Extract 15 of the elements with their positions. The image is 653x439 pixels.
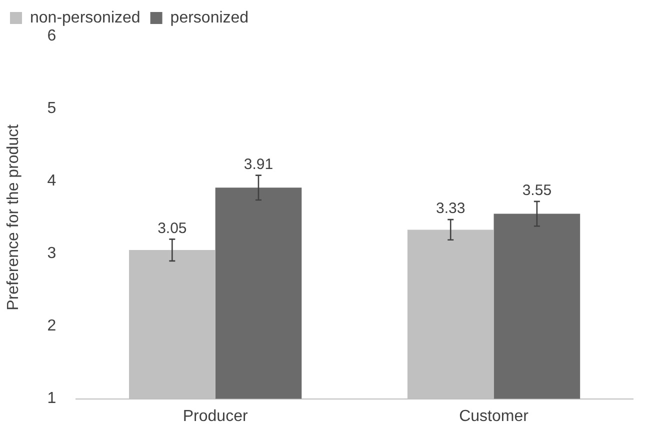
y-tick-label: 5	[47, 100, 56, 117]
y-tick-label: 1	[47, 390, 56, 408]
y-tick-label: 4	[47, 172, 56, 190]
data-label: 3.91	[244, 156, 274, 173]
legend-label: personized	[170, 9, 249, 26]
data-label: 3.55	[522, 182, 552, 200]
legend-label: non-personized	[30, 9, 140, 26]
data-label: 3.05	[158, 220, 187, 237]
y-tick-label: 2	[47, 318, 56, 335]
x-tick-label: Customer	[459, 408, 530, 425]
y-tick-label: 3	[47, 245, 56, 262]
y-axis-title: Preference for the product	[5, 124, 22, 310]
y-tick-label: 6	[47, 27, 56, 44]
data-label: 3.33	[436, 200, 466, 218]
x-tick-label: Producer	[182, 408, 248, 425]
